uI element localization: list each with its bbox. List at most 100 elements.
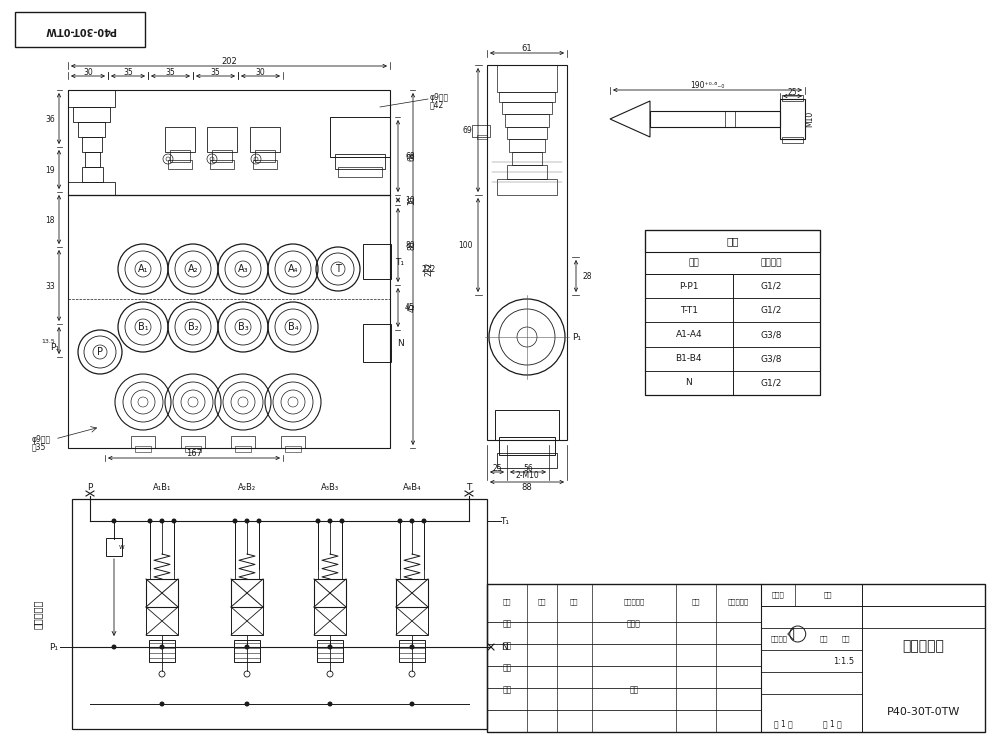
Text: B₄: B₄ [288, 322, 298, 332]
Text: 68: 68 [405, 152, 415, 161]
Text: P: P [87, 483, 93, 492]
Text: 共 1 张: 共 1 张 [774, 719, 793, 728]
Text: P-P1: P-P1 [679, 282, 698, 290]
Bar [68, 182, 115, 195]
Text: T: T [335, 264, 341, 274]
Bar [645, 346, 820, 371]
Text: 标记: 标记 [503, 598, 511, 605]
Text: 25: 25 [492, 464, 502, 472]
Bar [314, 607, 346, 635]
Bar [281, 436, 305, 448]
Bar [399, 640, 425, 662]
Bar [85, 152, 100, 167]
Circle shape [232, 519, 238, 523]
Text: 高35: 高35 [32, 442, 46, 452]
Circle shape [410, 644, 415, 649]
Circle shape [112, 644, 116, 649]
Text: 年、月、日: 年、月、日 [728, 598, 749, 605]
Text: G1/2: G1/2 [760, 306, 782, 315]
Text: N: N [502, 643, 508, 652]
Circle shape [422, 519, 426, 523]
Bar [73, 107, 110, 122]
Text: 10: 10 [405, 195, 415, 204]
Bar [363, 244, 391, 279]
Bar [72, 499, 487, 729]
Text: 28: 28 [582, 271, 592, 281]
Text: B₁: B₁ [138, 322, 148, 332]
Text: 工艺: 工艺 [502, 685, 512, 694]
Text: 签名: 签名 [692, 598, 700, 605]
Bar [235, 446, 251, 452]
Circle shape [172, 519, 176, 523]
Text: T-T1: T-T1 [680, 306, 698, 315]
Text: 222: 222 [422, 265, 436, 273]
Text: M10: M10 [806, 111, 814, 127]
Text: 校对: 校对 [502, 641, 512, 651]
Circle shape [410, 702, 415, 707]
Text: 222: 222 [424, 262, 434, 276]
Text: 30: 30 [256, 68, 265, 77]
Bar [499, 92, 555, 102]
Bar [165, 127, 195, 152]
Bar [780, 99, 805, 139]
Bar [650, 111, 780, 127]
Text: 接口: 接口 [689, 259, 699, 268]
Bar [212, 150, 232, 162]
Text: P40-30T-0TW: P40-30T-0TW [887, 707, 960, 717]
Text: 液压原理图: 液压原理图 [33, 599, 43, 629]
Bar [497, 453, 557, 468]
Bar [396, 607, 428, 635]
Bar [645, 252, 820, 274]
Bar [135, 446, 151, 452]
Bar [645, 230, 820, 395]
Text: 202: 202 [221, 57, 237, 66]
Bar [497, 179, 557, 195]
Bar [782, 95, 803, 101]
Text: 阁体: 阁体 [726, 236, 739, 246]
Text: N: N [397, 338, 403, 348]
Bar [645, 274, 820, 298]
Bar [338, 167, 382, 177]
Circle shape [148, 519, 152, 523]
Text: 35: 35 [123, 68, 133, 77]
Text: 45: 45 [405, 302, 415, 312]
Bar [782, 137, 803, 143]
Bar [170, 150, 190, 162]
Text: T₁: T₁ [501, 517, 510, 525]
Circle shape [398, 519, 402, 523]
Text: 版本号: 版本号 [771, 592, 784, 598]
Text: G3/8: G3/8 [760, 330, 782, 339]
Bar [68, 90, 115, 107]
Bar [512, 152, 542, 165]
Text: 13.5: 13.5 [41, 338, 55, 343]
Text: 190⁺⁰·⁶₋₀: 190⁺⁰·⁶₋₀ [690, 80, 725, 89]
Bar [168, 160, 192, 169]
Text: N: N [685, 378, 692, 388]
Bar [185, 446, 201, 452]
Text: P₁: P₁ [572, 332, 582, 341]
Text: A₁B₁: A₁B₁ [153, 483, 171, 492]
Bar [15, 12, 145, 47]
Text: A₂: A₂ [188, 264, 198, 274]
Bar [131, 436, 155, 448]
Bar [231, 607, 263, 635]
Bar [149, 640, 175, 662]
Bar [472, 125, 490, 137]
Bar [509, 139, 545, 152]
Text: φ9通孔: φ9通孔 [32, 435, 51, 444]
Bar [106, 538, 122, 556]
Text: 10: 10 [408, 195, 416, 205]
Bar [645, 322, 820, 346]
Text: 33: 33 [45, 282, 55, 290]
Bar [250, 127, 280, 152]
Text: A₄B₄: A₄B₄ [403, 483, 421, 492]
Bar [645, 371, 820, 395]
Text: A₄: A₄ [288, 264, 298, 274]
Bar [210, 160, 234, 169]
Circle shape [340, 519, 344, 523]
Circle shape [328, 702, 332, 707]
Circle shape [328, 644, 332, 649]
Text: 2-M10: 2-M10 [515, 470, 539, 480]
Text: w: w [119, 544, 125, 550]
Bar [645, 298, 820, 322]
